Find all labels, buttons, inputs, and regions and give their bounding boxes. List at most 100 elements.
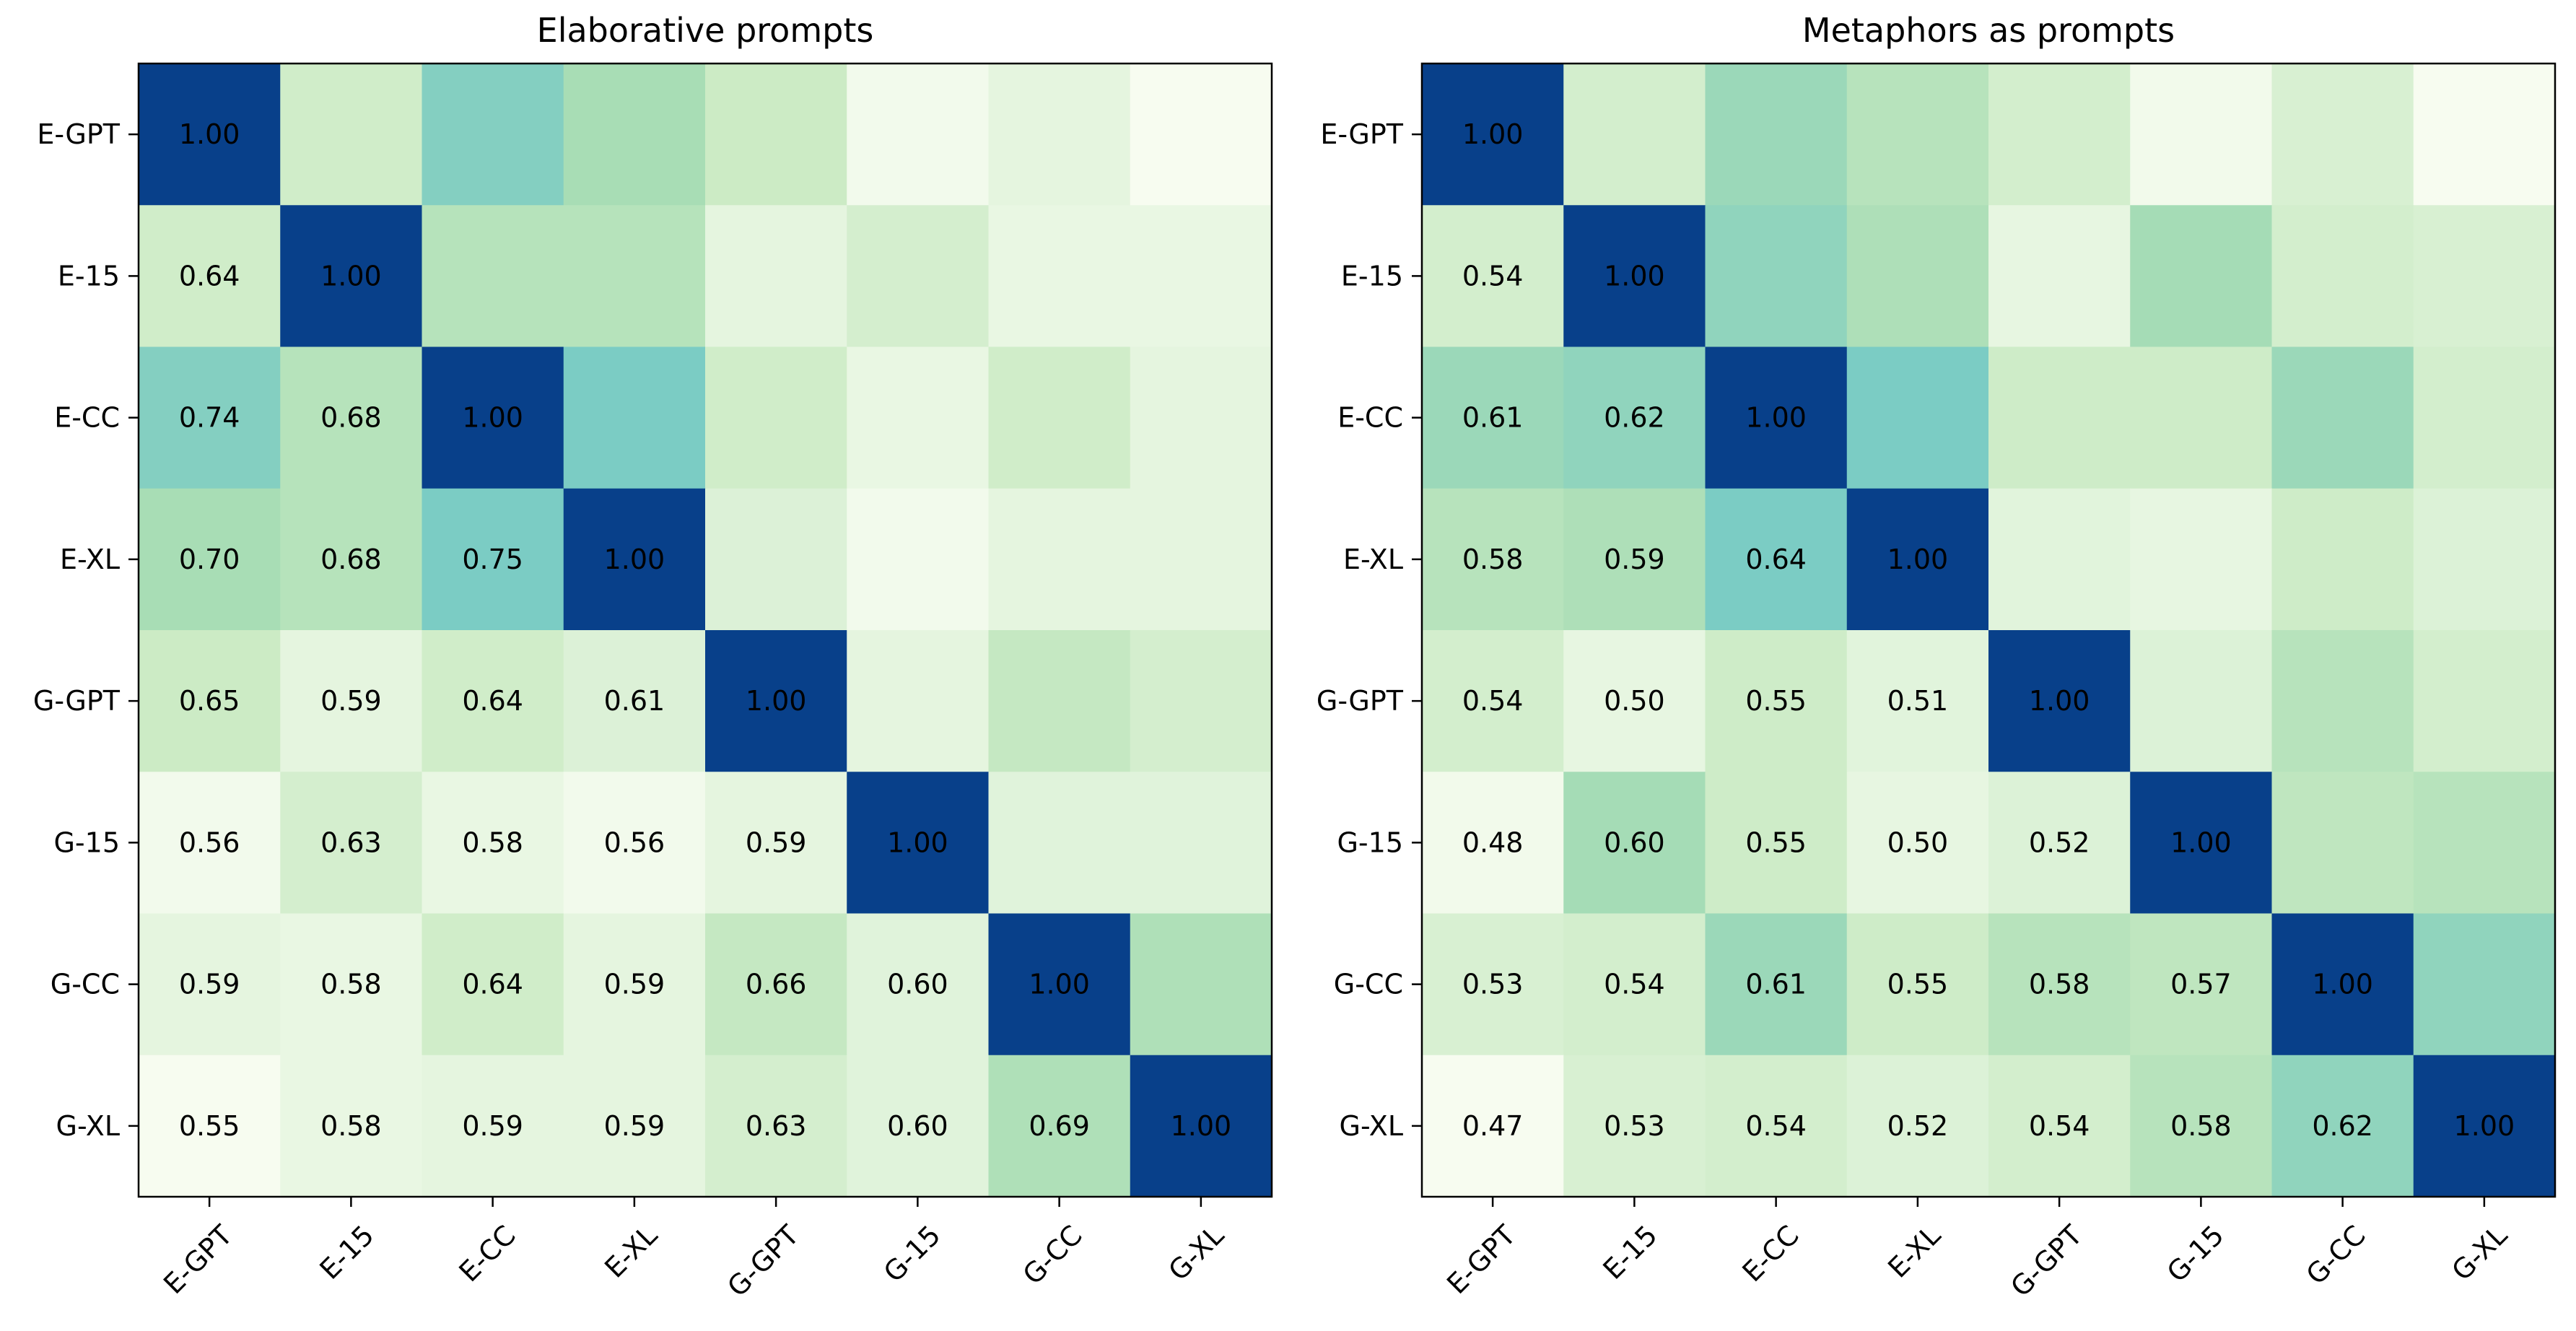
heatmap-cell <box>847 346 989 489</box>
cell-value-label: 0.58 <box>2029 969 2090 1000</box>
heatmap-cell <box>280 772 422 914</box>
heatmap-cell <box>847 630 989 772</box>
cell-value-label: 0.65 <box>179 685 240 717</box>
heatmap-cell <box>988 913 1131 1056</box>
heatmap-cell <box>280 488 422 631</box>
heatmap-cell <box>2271 346 2414 489</box>
heatmap-cell <box>1705 488 1848 631</box>
heatmap-cell <box>1130 488 1272 631</box>
cell-value-label: 0.54 <box>1462 685 1524 717</box>
heatmap-cell <box>563 772 706 914</box>
cell-value-label: 0.70 <box>179 544 240 575</box>
heatmap-cell <box>705 772 847 914</box>
cell-value-label: 0.57 <box>2170 969 2232 1000</box>
heatmap-cell <box>563 913 706 1056</box>
heatmap-cell <box>2413 913 2556 1056</box>
heatmap-cell <box>1422 64 1564 206</box>
heatmap-panels: 1.00 0.64 1.00 0.74 0.68 1.00 0.70 0.68 0.75 1.00… <box>33 11 2557 1303</box>
heatmap-cell <box>422 205 564 347</box>
heatmap-cell <box>563 630 706 772</box>
cell-value-label: 0.68 <box>320 544 382 575</box>
cell-value-label: 1.00 <box>887 826 948 858</box>
cell-value-label: 0.55 <box>1745 826 1807 858</box>
cell-value-label: 0.60 <box>1604 826 1665 858</box>
y-tick-label: G-15 <box>53 826 120 858</box>
cell-value-label: 0.64 <box>179 260 240 292</box>
cell-value-label: 0.56 <box>179 826 240 858</box>
heatmap-cell <box>1130 346 1272 489</box>
heatmap-cell <box>1563 64 1706 206</box>
cell-value-label: 0.61 <box>1462 402 1524 434</box>
cell-value-label: 0.66 <box>746 969 807 1000</box>
y-tick-label: E-XL <box>60 544 120 575</box>
y-tick-label: G-XL <box>56 1110 120 1142</box>
cell-value-label: 0.58 <box>320 969 382 1000</box>
heatmap-cell <box>988 1055 1131 1197</box>
heatmap-cell <box>2130 205 2272 347</box>
cell-value-label: 0.51 <box>1887 685 1949 717</box>
cell-value-label: 0.60 <box>887 1110 948 1142</box>
heatmap-cell <box>1130 772 1272 914</box>
heatmap-cell <box>2130 64 2272 206</box>
heatmap-cell <box>1988 488 2131 631</box>
cell-value-label: 1.00 <box>1604 260 1665 292</box>
y-tick-label: G-15 <box>1337 826 1403 858</box>
cell-value-label: 0.52 <box>2029 826 2090 858</box>
heatmap-cell <box>280 630 422 772</box>
heatmap-cell <box>1705 205 1848 347</box>
cell-value-label: 0.59 <box>604 969 665 1000</box>
cell-value-label: 0.61 <box>1745 969 1807 1000</box>
heatmap-cell <box>1422 205 1564 347</box>
cell-value-label: 0.53 <box>1604 1110 1665 1142</box>
cell-value-label: 0.63 <box>746 1110 807 1142</box>
heatmap-cell <box>847 64 989 206</box>
cell-value-label: 0.54 <box>2029 1110 2090 1142</box>
heatmap-cell <box>1846 346 1989 489</box>
cell-value-label: 0.61 <box>604 685 665 717</box>
cell-value-label: 0.63 <box>320 826 382 858</box>
cell-value-label: 0.54 <box>1745 1110 1807 1142</box>
axes-frame <box>1420 62 2557 1198</box>
cell-value-label: 0.75 <box>462 544 523 575</box>
y-tick-label: G-XL <box>1340 1110 1403 1142</box>
heatmap-cell <box>2271 488 2414 631</box>
heatmap-cell <box>1130 913 1272 1056</box>
heatmap-cell <box>563 488 706 631</box>
cell-value-label: 0.59 <box>179 969 240 1000</box>
heatmap-cell <box>1563 488 1706 631</box>
y-tick-label: E-GPT <box>1320 118 1403 150</box>
cell-value-label: 0.55 <box>1745 685 1807 717</box>
heatmap-cell <box>1422 1055 1564 1197</box>
cell-value-label: 1.00 <box>2029 685 2090 717</box>
cell-value-label: 1.00 <box>462 402 523 434</box>
heatmap-cell <box>1563 1055 1706 1197</box>
heatmap-cell <box>1130 630 1272 772</box>
cell-value-label: 0.62 <box>2312 1110 2373 1142</box>
cell-value-label: 0.58 <box>2170 1110 2232 1142</box>
heatmap-cell <box>280 913 422 1056</box>
cell-value-label: 0.64 <box>462 685 523 717</box>
heatmap-cell <box>1988 205 2131 347</box>
cell-value-label: 0.50 <box>1887 826 1949 858</box>
y-tick-label: E-CC <box>1337 402 1403 434</box>
heatmap-cell <box>1563 346 1706 489</box>
heatmap-cell <box>1563 205 1706 347</box>
heatmap-cell <box>1846 488 1989 631</box>
heatmap-cell <box>2413 64 2556 206</box>
heatmap-cell <box>705 205 847 347</box>
heatmap-cell <box>139 488 281 631</box>
heatmap-cell <box>280 205 422 347</box>
heatmap-cell <box>988 64 1131 206</box>
heatmap-cell <box>563 205 706 347</box>
heatmap-cell <box>1846 1055 1989 1197</box>
heatmap-cell <box>2271 1055 2414 1197</box>
cell-value-label: 0.68 <box>320 402 382 434</box>
heatmap-cell <box>1130 205 1272 347</box>
heatmap-cell <box>2413 346 2556 489</box>
heatmap-cell <box>563 64 706 206</box>
heatmap-cell <box>847 913 989 1056</box>
heatmap-cell <box>705 488 847 631</box>
heatmap-cell <box>1988 1055 2131 1197</box>
heatmap-cell <box>1846 913 1989 1056</box>
